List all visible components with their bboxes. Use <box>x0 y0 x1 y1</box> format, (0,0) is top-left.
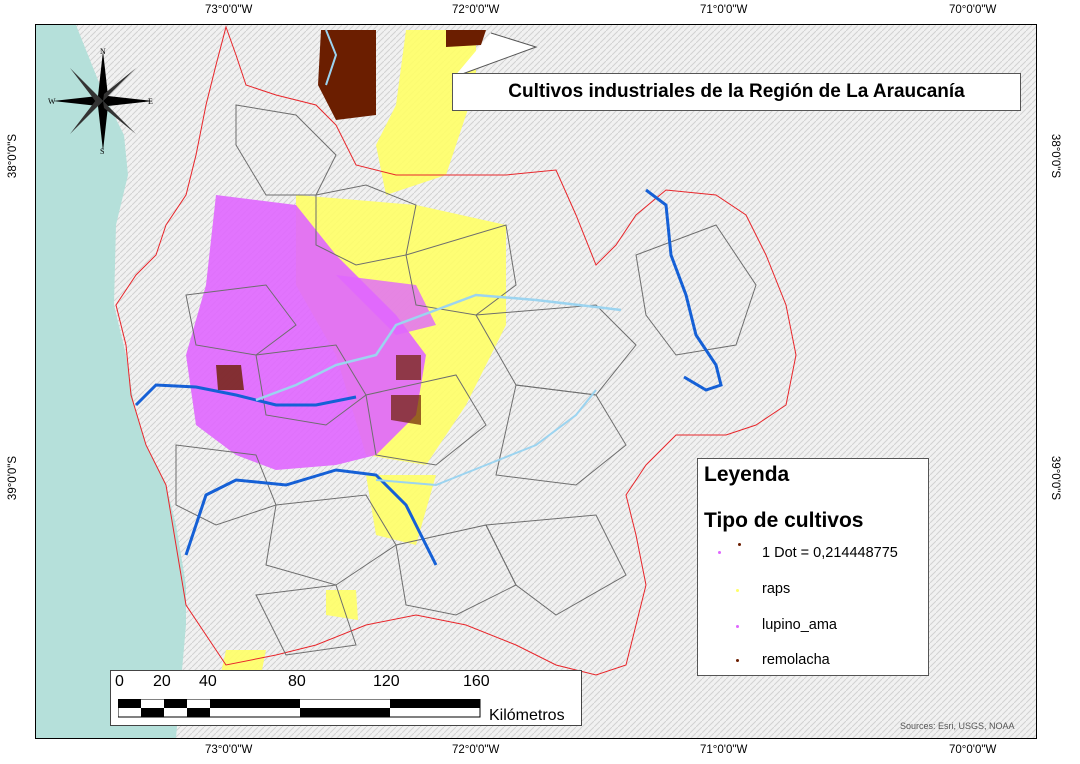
graticule-left-2: 39°0'0"S <box>7 455 19 501</box>
region-border <box>115 25 797 676</box>
scale-tick-120: 120 <box>373 673 400 690</box>
legend-item-lupino: lupino_ama <box>762 617 837 633</box>
rivers <box>134 29 723 566</box>
river-major-north <box>645 188 723 392</box>
river-minor-3 <box>325 29 338 86</box>
compass-n: N <box>100 47 106 56</box>
legend: Leyenda Tipo de cultivos 1 Dot = 0,21444… <box>697 458 929 676</box>
legend-dot-swatch-2 <box>738 543 741 546</box>
map-title-box: Cultivos industriales de la Región de La… <box>452 73 1021 111</box>
graticule-top-3: 71°0'0"W <box>700 4 748 16</box>
river-minor-1 <box>255 293 622 402</box>
graticule-right-2: 39°0'0"S <box>1049 455 1061 501</box>
legend-dot-label: 1 Dot = 0,214448775 <box>762 545 898 561</box>
graticule-top-1: 73°0'0"W <box>205 4 253 16</box>
legend-swatch-raps <box>736 589 739 592</box>
legend-title: Leyenda <box>704 463 790 486</box>
legend-dot-swatch <box>718 551 721 554</box>
map-canvas[interactable] <box>36 25 1036 738</box>
sea <box>36 25 186 738</box>
compass-rose-icon: N S W E <box>48 47 153 156</box>
compass-s: S <box>100 147 104 156</box>
map-credits: Sources: Esri, USGS, NOAA <box>900 721 1015 731</box>
scale-units: Kilómetros <box>489 707 565 724</box>
legend-subtitle: Tipo de cultivos <box>704 509 864 532</box>
scale-bar: 0 20 40 80 120 160 Kilómetros <box>110 670 582 726</box>
compass-w: W <box>48 97 56 106</box>
river-major-south <box>184 468 438 566</box>
graticule-right-1: 38°0'0"S <box>1049 133 1061 179</box>
scale-bar-graphic <box>118 699 481 718</box>
map-title: Cultivos industriales de la Región de La… <box>508 81 965 102</box>
river-minor-2 <box>375 389 597 487</box>
graticule-left-1: 38°0'0"S <box>7 133 19 179</box>
legend-item-raps: raps <box>762 581 791 597</box>
title-leader-line <box>453 32 538 78</box>
legend-swatch-remolacha <box>736 659 739 662</box>
scale-tick-160: 160 <box>463 673 490 690</box>
graticule-top-4: 70°0'0"W <box>949 4 997 16</box>
scale-tick-80: 80 <box>288 673 306 690</box>
legend-swatch-lupino <box>736 625 739 628</box>
graticule-bottom-2: 72°0'0"W <box>452 744 500 756</box>
graticule-top-2: 72°0'0"W <box>452 4 500 16</box>
graticule-bottom-4: 70°0'0"W <box>949 744 997 756</box>
scale-tick-20: 20 <box>153 673 171 690</box>
remolacha-areas <box>216 30 486 425</box>
compass-e: E <box>148 97 153 106</box>
river-major-central <box>134 383 357 407</box>
map-frame <box>35 24 1037 739</box>
graticule-bottom-1: 73°0'0"W <box>205 744 253 756</box>
legend-item-remolacha: remolacha <box>762 652 830 668</box>
graticule-bottom-3: 71°0'0"W <box>700 744 748 756</box>
scale-tick-0: 0 <box>115 673 124 690</box>
scale-tick-40: 40 <box>199 673 217 690</box>
